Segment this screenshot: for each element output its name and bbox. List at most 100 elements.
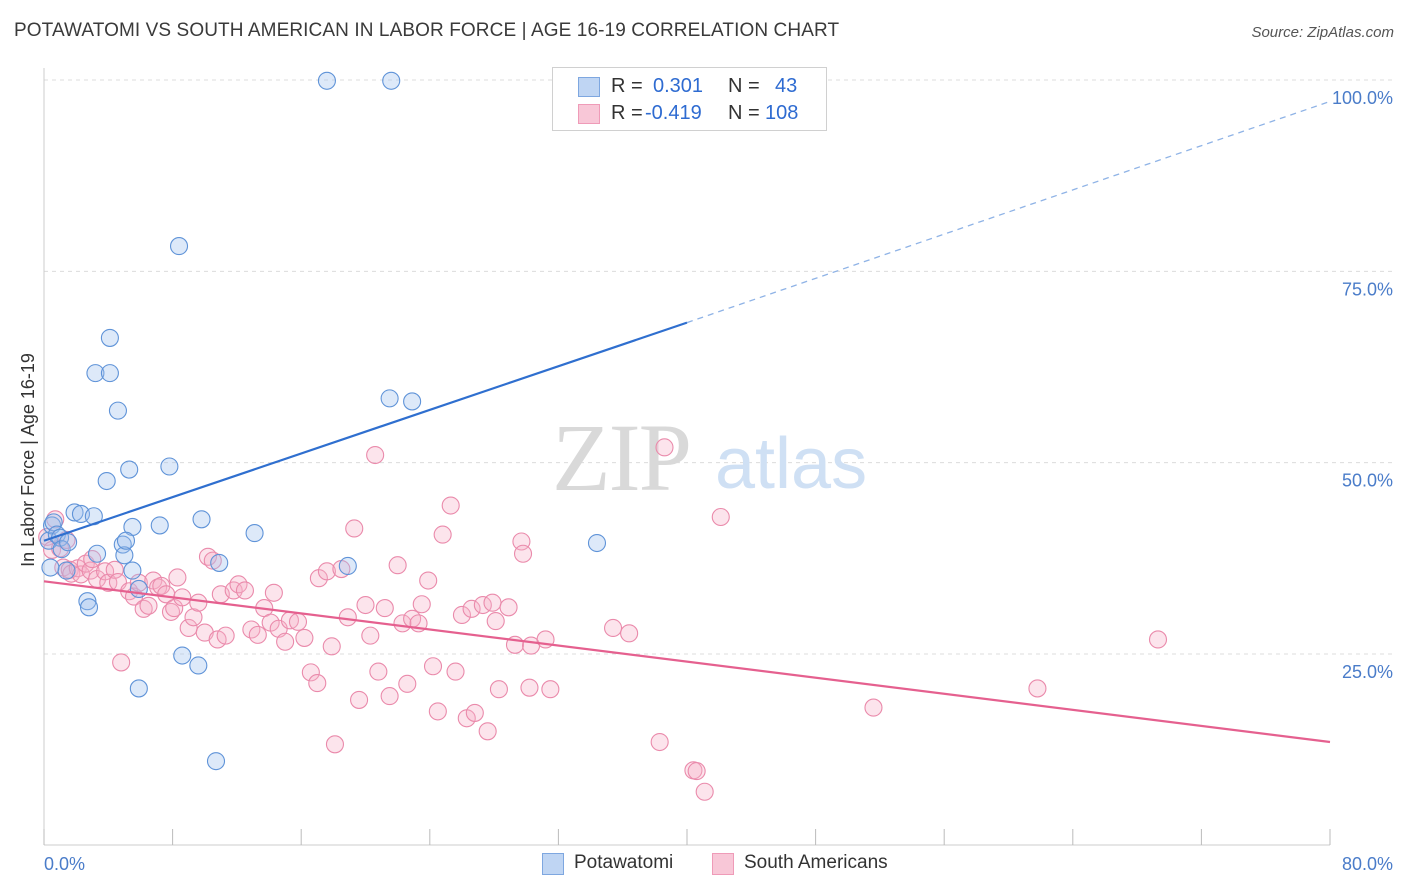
potawatomi-point (100, 364, 119, 383)
south-americans-point (96, 562, 115, 581)
potawatomi-point (108, 401, 127, 420)
potawatomi-point (65, 503, 84, 522)
potawatomi-point (160, 457, 179, 476)
south-americans-point (520, 678, 539, 697)
south-americans-point (465, 703, 484, 722)
potawatomi-points (39, 71, 607, 771)
south-americans-point (366, 445, 385, 465)
watermark-atlas: atlas (715, 424, 867, 504)
south-americans-point (499, 598, 518, 617)
potawatomi-point (403, 392, 422, 411)
potawatomi-point (169, 237, 189, 256)
y-tick-label-25: 25.0% (1342, 662, 1393, 682)
south-americans-legend-label: South Americans (744, 852, 888, 873)
south-americans-point (412, 595, 431, 614)
south-americans-point (419, 571, 438, 590)
r-label: R = (611, 102, 643, 124)
south-americans-point (83, 550, 102, 569)
grid-lines (44, 79, 1394, 655)
south-americans-legend-swatch (712, 853, 734, 875)
potawatomi-point (41, 558, 60, 577)
potawatomi-point (79, 598, 99, 617)
trend-lines (43, 100, 1331, 744)
legend-row-potawatomi: R = 0.301 N = 43 (553, 75, 826, 99)
potawatomi-point (210, 553, 229, 572)
south-americans-point (604, 618, 623, 638)
south-americans-point (288, 612, 308, 631)
watermark-zip: ZIP (552, 404, 690, 511)
y-axis-title: In Labor Force | Age 16-19 (18, 353, 38, 567)
south-americans-point (423, 657, 443, 676)
potawatomi-point (245, 524, 264, 543)
south-americans-point (361, 626, 380, 645)
south-americans-trend-line (43, 580, 1331, 744)
south-americans-point (513, 544, 533, 563)
south-americans-point (1028, 679, 1047, 698)
south-americans-point (276, 632, 295, 651)
south-americans-point (325, 735, 345, 754)
south-americans-point (486, 612, 505, 631)
south-americans-point (112, 653, 131, 672)
y-tick-labels: 25.0% 50.0% 75.0% 100.0% (1332, 88, 1393, 682)
south-americans-point (711, 507, 730, 527)
south-americans-point (388, 556, 407, 575)
potawatomi-point (100, 328, 119, 347)
south-americans-point (248, 625, 267, 644)
south-americans-point (483, 593, 502, 612)
chart-title: POTAWATOMI VS SOUTH AMERICAN IN LABOR FO… (14, 20, 840, 41)
potawatomi-trend-line (43, 321, 688, 542)
south-americans-point (322, 637, 341, 656)
south-americans-point (216, 626, 235, 645)
south-americans-point (541, 680, 560, 699)
south-americans-point (687, 762, 706, 781)
south-americans-point (650, 732, 669, 752)
r-label: R = (611, 75, 643, 97)
south-americans-point (189, 593, 208, 612)
south-americans-point (446, 662, 465, 681)
potawatomi-legend-swatch (542, 853, 564, 875)
x-tick-label-max: 80.0% (1342, 854, 1393, 874)
south-americans-point (1148, 630, 1168, 649)
correlation-legend: R = 0.301 N = 43 R = -0.419 N = 108 (552, 67, 827, 131)
south-americans-point (398, 674, 417, 693)
potawatomi-point (173, 646, 192, 665)
bottom-legend-potawatomi: Potawatomi (542, 852, 692, 876)
south-americans-point (350, 690, 369, 709)
potawatomi-point (192, 510, 211, 529)
south-americans-point (134, 599, 153, 618)
potawatomi-point (115, 546, 134, 565)
potawatomi-point (380, 389, 399, 408)
south-americans-point (338, 608, 357, 627)
south-americans-point (489, 680, 508, 699)
potawatomi-point (78, 592, 97, 611)
potawatomi-point (382, 71, 401, 90)
potawatomi-point (206, 752, 226, 771)
n-label: N = (728, 75, 760, 97)
axes (43, 68, 1331, 846)
potawatomi-point (52, 540, 71, 559)
south-americans-point (478, 722, 497, 741)
potawatomi-legend-label: Potawatomi (574, 852, 674, 873)
n-value: 43 (775, 75, 798, 97)
potawatomi-point (338, 556, 357, 576)
legend-row-south-americans: R = -0.419 N = 108 (553, 102, 826, 126)
south-americans-point (317, 562, 336, 581)
potawatomi-point (86, 364, 105, 383)
south-americans-point (462, 599, 481, 618)
south-americans-point (369, 662, 388, 681)
potawatomi-point (87, 544, 107, 563)
potawatomi-point (129, 679, 148, 698)
south-americans-point (441, 496, 460, 515)
r-value: -0.419 (645, 102, 702, 124)
south-americans-point (301, 663, 320, 682)
south-americans-point (235, 581, 254, 600)
south-americans-point (695, 782, 714, 801)
south-americans-point (184, 608, 203, 627)
chart-source: Source: ZipAtlas.com (1251, 24, 1394, 41)
south-americans-point (295, 628, 314, 647)
south-americans-point (264, 583, 283, 602)
south-americans-point (380, 687, 399, 706)
south-americans-point (864, 698, 883, 717)
potawatomi-point (59, 533, 78, 552)
